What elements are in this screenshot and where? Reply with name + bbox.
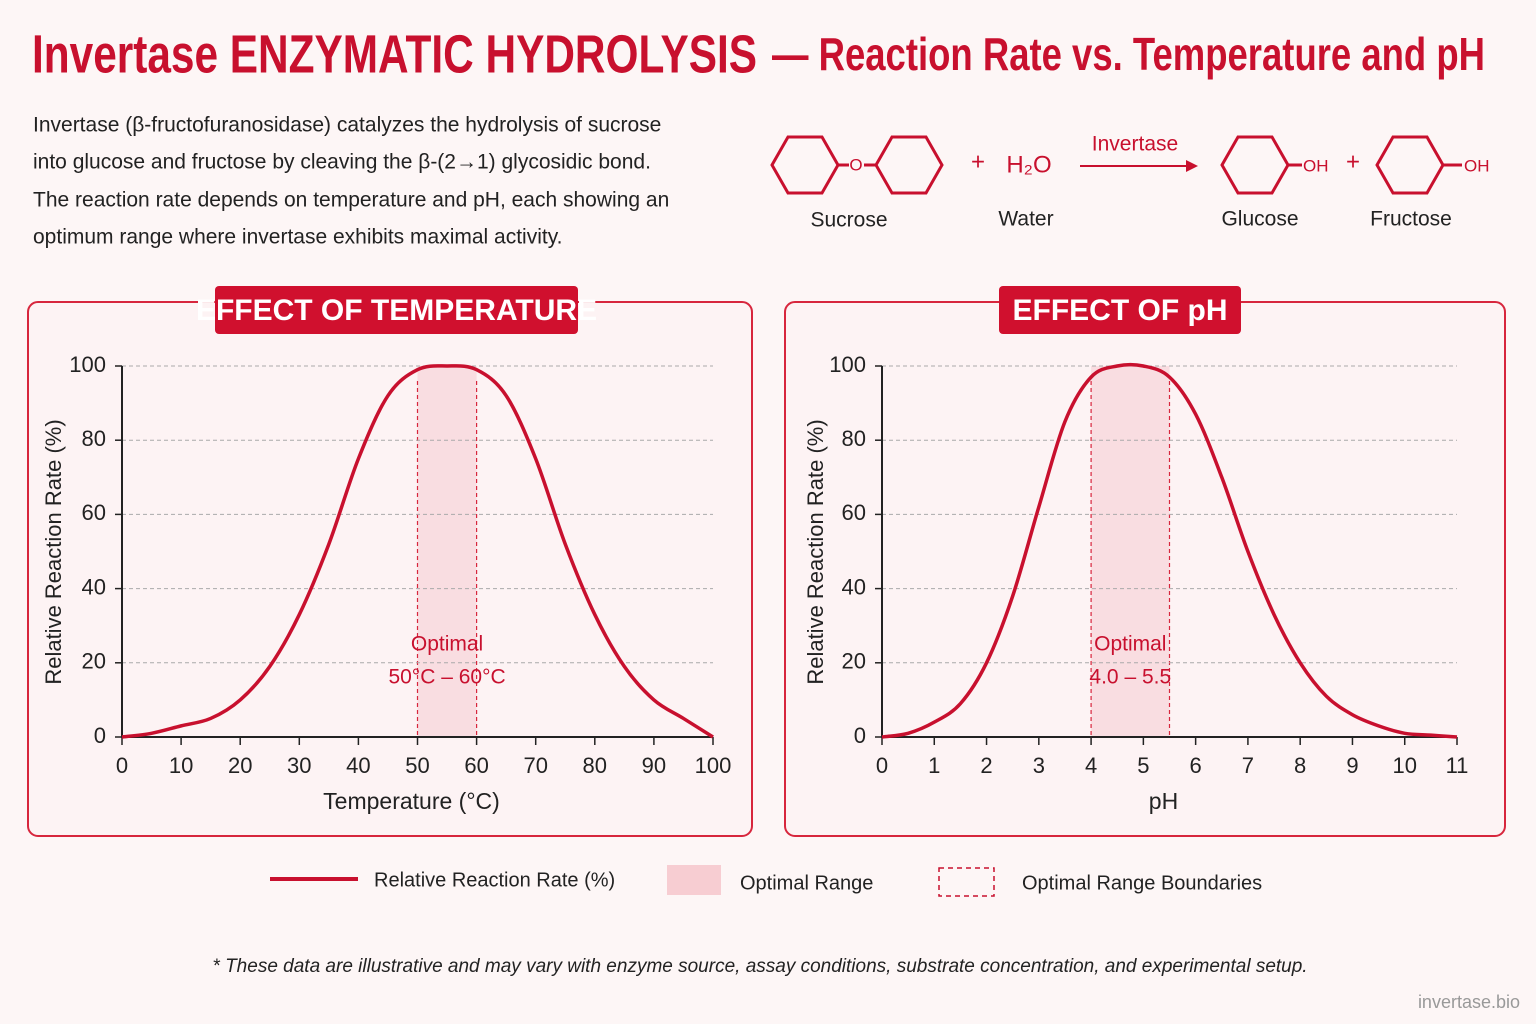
legend: Relative Reaction Rate (%) Optimal Range… xyxy=(270,865,1262,897)
y-axis-label: Relative Reaction Rate (%) xyxy=(41,419,66,684)
y-tick-label: 80 xyxy=(82,426,106,451)
subtitle: — Reaction Rate vs. Temperature and pH xyxy=(772,28,1485,80)
x-tick-label: 1 xyxy=(928,753,940,778)
y-tick-label: 40 xyxy=(82,574,106,599)
y-tick-label: 0 xyxy=(854,723,866,748)
enzyme-label: Invertase xyxy=(1092,133,1178,156)
watermark: invertase.bio xyxy=(1418,992,1520,1012)
description-line: Invertase (β-fructofuranosidase) catalyz… xyxy=(33,114,661,137)
chart-title: EFFECT OF TEMPERATURE xyxy=(196,294,597,327)
chart: EFFECT OF TEMPERATURE 0 20 40 60 80 100 0 10 20 30… xyxy=(27,286,753,837)
title: Invertase ENZYMATIC HYDROLYSIS xyxy=(32,24,757,84)
x-tick-label: 7 xyxy=(1242,753,1254,778)
description-line: The reaction rate depends on temperature… xyxy=(33,189,669,212)
y-tick-label: 60 xyxy=(842,500,866,525)
x-tick-label: 0 xyxy=(116,753,128,778)
description: Invertase (β-fructofuranosidase) catalyz… xyxy=(33,114,669,249)
x-tick-label: 20 xyxy=(228,753,252,778)
chart-title: EFFECT OF pH xyxy=(1013,294,1228,327)
title-badge xyxy=(215,286,578,334)
x-tick-label: 2 xyxy=(980,753,992,778)
footnote: * These data are illustrative and may va… xyxy=(212,956,1307,977)
water-formula: H₂O xyxy=(1006,151,1051,178)
fructose-label: Fructose xyxy=(1370,208,1452,231)
description-line: into glucose and fructose by cleaving th… xyxy=(33,151,651,174)
x-tick-label: 5 xyxy=(1137,753,1149,778)
x-tick-label: 50 xyxy=(405,753,429,778)
x-tick-label: 10 xyxy=(1392,753,1416,778)
y-tick-label: 80 xyxy=(842,426,866,451)
x-tick-label: 3 xyxy=(1033,753,1045,778)
annotation: Optimal xyxy=(411,633,483,656)
glucose-label: Glucose xyxy=(1221,208,1298,231)
legend-label: Relative Reaction Rate (%) xyxy=(374,869,615,891)
x-tick-label: 11 xyxy=(1446,753,1469,778)
annotation: 4.0 – 5.5 xyxy=(1089,666,1171,689)
plus: + xyxy=(1346,148,1360,175)
y-tick-label: 0 xyxy=(94,723,106,748)
x-tick-label: 90 xyxy=(642,753,666,778)
hydroxyl: OH xyxy=(1303,156,1329,175)
data-line xyxy=(881,362,1458,739)
x-tick-label: 100 xyxy=(695,753,732,778)
data-line xyxy=(121,364,714,739)
legend-swatch xyxy=(938,867,995,897)
annotation: 50°C – 60°C xyxy=(388,666,505,689)
x-tick-label: 80 xyxy=(583,753,607,778)
y-axis-label: Relative Reaction Rate (%) xyxy=(803,419,828,684)
y-tick-label: 100 xyxy=(69,352,106,377)
optimal-band xyxy=(417,366,477,737)
oxygen: O xyxy=(849,155,862,174)
y-tick-label: 20 xyxy=(842,649,866,674)
x-tick-label: 10 xyxy=(169,753,193,778)
water-label: Water xyxy=(998,208,1053,231)
hydroxyl: OH xyxy=(1464,156,1490,175)
x-tick-label: 30 xyxy=(287,753,311,778)
reaction-scheme: O Sucrose + H₂O Water Invertase OH Gluco… xyxy=(770,133,1490,232)
annotation: Optimal xyxy=(1094,633,1166,656)
description-line: optimum range where invertase exhibits m… xyxy=(33,226,562,249)
x-tick-label: 60 xyxy=(464,753,488,778)
x-tick-label: 40 xyxy=(346,753,370,778)
y-tick-label: 40 xyxy=(842,574,866,599)
arrow-head xyxy=(1186,160,1198,172)
x-tick-label: 0 xyxy=(876,753,888,778)
legend-swatch xyxy=(667,865,721,895)
optimal-band xyxy=(1091,366,1170,737)
sucrose-label: Sucrose xyxy=(810,209,887,232)
legend-label: Optimal Range xyxy=(740,872,873,894)
x-tick-label: 8 xyxy=(1294,753,1306,778)
chart: EFFECT OF pH 0 20 40 60 80 100 0 1 2 3 4 5 6 7 8 9 10 11 Op… xyxy=(784,286,1506,837)
legend-label: Optimal Range Boundaries xyxy=(1022,872,1262,894)
plus: + xyxy=(971,148,985,175)
title-badge xyxy=(999,286,1241,334)
x-tick-label: 70 xyxy=(523,753,547,778)
y-tick-label: 60 xyxy=(82,500,106,525)
y-tick-label: 20 xyxy=(82,649,106,674)
x-tick-label: 6 xyxy=(1190,753,1202,778)
x-tick-label: 9 xyxy=(1346,753,1358,778)
x-tick-label: 4 xyxy=(1085,753,1097,778)
x-axis-label: pH xyxy=(1149,788,1178,814)
y-tick-label: 100 xyxy=(829,352,866,377)
x-axis-label: Temperature (°C) xyxy=(323,788,500,814)
sucrose-ring xyxy=(874,135,944,195)
